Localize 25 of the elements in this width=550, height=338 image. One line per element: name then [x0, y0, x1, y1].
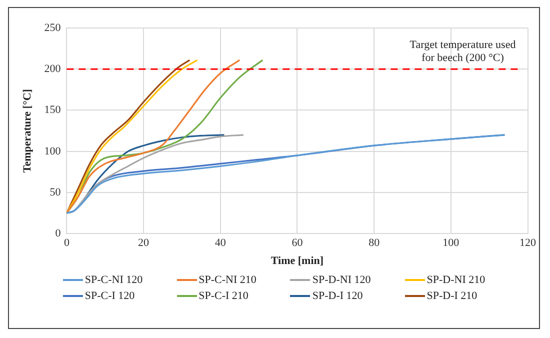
- x-tick-label: 0: [64, 237, 70, 250]
- y-tick-label: 50: [50, 186, 62, 198]
- x-tick-label: 40: [214, 237, 226, 250]
- legend-label: SP-C-NI 210: [198, 274, 256, 286]
- x-tick-label: 120: [520, 237, 536, 250]
- legend-label: SP-C-NI 120: [84, 274, 143, 286]
- legend-label: SP-C-I 120: [84, 290, 135, 302]
- line-series: [66, 134, 506, 214]
- legend-label: SP-D-I 210: [426, 290, 478, 302]
- x-tick-label: 80: [368, 237, 380, 250]
- x-tick-label: 60: [292, 237, 304, 250]
- legend-label: SP-D-NI 210: [426, 274, 486, 286]
- y-tick-label: 0: [55, 227, 62, 240]
- y-axis-title: Temperature [°C]: [21, 89, 34, 173]
- legend-label: SP-D-I 120: [312, 290, 363, 302]
- y-tick-label: 150: [44, 104, 62, 116]
- y-tick-label: 200: [44, 63, 62, 76]
- y-tick-label: 250: [44, 22, 62, 34]
- x-tick-label: 100: [442, 237, 460, 250]
- legend-label: SP-C-I 210: [198, 290, 248, 302]
- x-axis-title: Time [min]: [270, 255, 324, 268]
- x-tick-label: 20: [138, 237, 150, 250]
- y-tick-label: 100: [44, 145, 62, 158]
- ref-line-label: Target temperature used for beech (200 °C): [410, 39, 516, 64]
- legend-label: SP-D-NI 120: [312, 274, 371, 286]
